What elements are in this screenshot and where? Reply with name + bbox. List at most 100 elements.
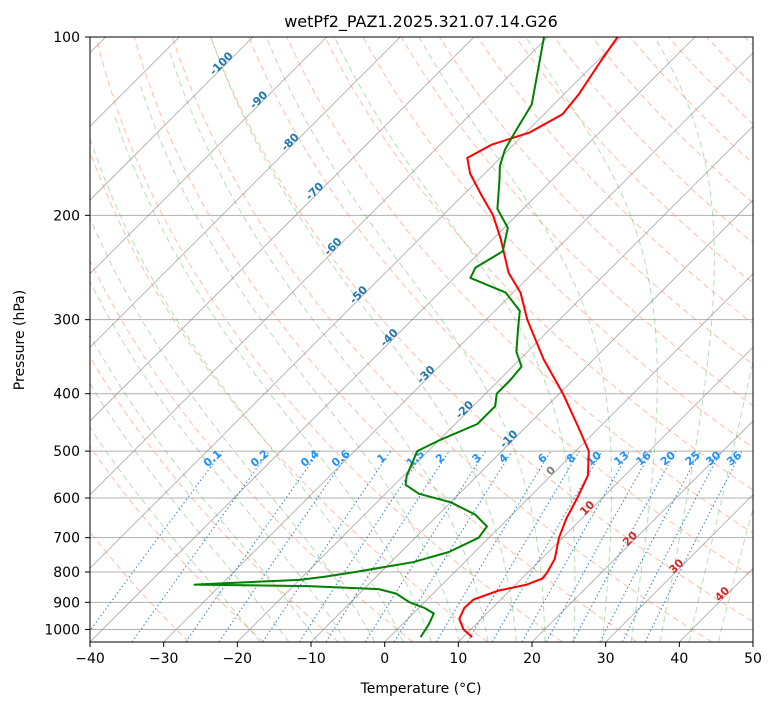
x-tick-label: 30 xyxy=(597,651,615,667)
moist-adiabat-line xyxy=(717,507,753,642)
moist-adiabat-line xyxy=(90,280,347,642)
dry-adiabat-line xyxy=(90,259,414,642)
mixing-ratio-line xyxy=(644,450,743,642)
y-tick-label: 100 xyxy=(53,30,80,46)
moist-adiabat-line xyxy=(333,37,576,642)
dry-adiabat-line xyxy=(171,37,712,642)
y-tick-label: 500 xyxy=(53,444,80,460)
mixing-ratio-label: 1 xyxy=(374,451,388,466)
dry-adiabat-label: -40 xyxy=(378,326,401,349)
x-tick-label: −10 xyxy=(296,651,326,667)
background-lines xyxy=(90,37,753,642)
moist-adiabat-label: 30 xyxy=(666,556,686,576)
moist-adiabat-line xyxy=(113,114,432,642)
dry-adiabat-label: -60 xyxy=(321,235,344,258)
isotherm-line xyxy=(90,37,401,348)
isotherm-line xyxy=(752,641,753,642)
dry-adiabat-label: -10 xyxy=(497,427,520,450)
mixing-ratio-line xyxy=(599,450,701,642)
x-tick-label: 10 xyxy=(449,651,467,667)
mixing-ratio-line xyxy=(521,450,630,642)
moist-adiabat-line xyxy=(168,49,489,642)
y-tick-label: 1000 xyxy=(44,622,80,638)
dry-adiabat-line xyxy=(95,37,563,642)
isotherm-line xyxy=(90,37,475,422)
plot-frame xyxy=(89,36,754,643)
mixing-ratio-line xyxy=(90,450,223,632)
dry-adiabat-label: -80 xyxy=(279,130,302,153)
moist-adiabat-line xyxy=(525,37,658,642)
dry-adiabat-label: -50 xyxy=(347,283,370,306)
dry-adiabat-label: -20 xyxy=(453,398,476,421)
moist-adiabat-line xyxy=(139,83,461,642)
mixing-ratio-label: 8 xyxy=(564,451,578,466)
mixing-ratio-line xyxy=(393,450,513,642)
chart-title: wetPf2_PAZ1.2025.321.07.14.G26 xyxy=(284,12,558,32)
mixing-ratio-line xyxy=(218,450,351,642)
mixing-ratio-label: 0.4 xyxy=(298,447,322,470)
y-tick-label: 800 xyxy=(53,565,80,581)
dry-adiabat-line xyxy=(591,37,753,204)
dry-adiabat-line xyxy=(744,37,753,47)
dry-adiabat-line xyxy=(286,37,753,534)
dry-adiabat-label: -100 xyxy=(207,49,236,78)
y-tick-label: 400 xyxy=(53,387,80,403)
x-tick-label: 0 xyxy=(380,651,389,667)
dry-adiabat-line xyxy=(324,37,753,491)
x-tick-label: 20 xyxy=(523,651,541,667)
dry-adiabat-line xyxy=(668,37,753,125)
x-tick-label: 50 xyxy=(744,651,762,667)
mixing-ratio-label: 4 xyxy=(496,451,510,466)
isotherm-line xyxy=(90,37,548,496)
dry-adiabat-line xyxy=(90,150,488,642)
dry-adiabat-line xyxy=(133,37,638,642)
dry-adiabat-label: -30 xyxy=(414,363,437,386)
dry-adiabat-label: -90 xyxy=(247,88,270,111)
x-tick-label: −20 xyxy=(223,651,253,667)
moist-adiabat-line xyxy=(210,37,517,642)
x-tick-label: −40 xyxy=(75,651,105,667)
mixing-ratio-line xyxy=(298,450,425,642)
dry-adiabat-line xyxy=(706,37,753,86)
temperature-profile-line xyxy=(458,37,619,638)
moist-adiabat-line xyxy=(654,37,715,642)
mixing-ratio-label: 0.6 xyxy=(329,447,353,470)
dry-adiabat-line xyxy=(90,356,339,642)
mixing-ratio-line xyxy=(572,450,677,642)
y-tick-label: 200 xyxy=(53,208,80,224)
moist-adiabat-line xyxy=(688,358,753,642)
dry-adiabat-line xyxy=(477,37,753,325)
dry-adiabat-line xyxy=(248,37,753,578)
moist-adiabat-line xyxy=(90,426,261,642)
y-tick-label: 300 xyxy=(53,313,80,329)
moist-adiabat-label: 40 xyxy=(712,584,732,604)
isotherm-line xyxy=(163,52,753,642)
moist-adiabat-line xyxy=(90,136,404,642)
dry-adiabat-line xyxy=(210,37,753,623)
mixing-ratio-line xyxy=(325,450,450,642)
mixing-ratio-label: 3 xyxy=(470,451,484,466)
moist-adiabat-line xyxy=(265,37,546,642)
mixing-ratio-line xyxy=(435,450,552,642)
moist-adiabat-line xyxy=(90,334,319,642)
isotherm-line xyxy=(679,567,753,642)
isotherm-line xyxy=(90,37,327,275)
y-tick-label: 700 xyxy=(53,531,80,547)
dry-adiabat-line xyxy=(90,445,264,642)
y-axis-ticks: 100 200 300 400 500 600 700 800 900 1000 xyxy=(44,30,90,638)
mixing-ratio-line xyxy=(545,450,653,642)
isotherm-line xyxy=(90,37,254,201)
dry-adiabat-line xyxy=(515,37,753,284)
mixing-ratio-line xyxy=(131,450,270,642)
moist-adiabat-label: 10 xyxy=(577,498,597,518)
y-tick-label: 600 xyxy=(53,491,80,507)
mixing-ratio-label: 2 xyxy=(433,451,447,466)
moist-adiabat-line xyxy=(418,37,613,642)
dewpoint-profile-line xyxy=(193,37,545,638)
x-tick-label: −30 xyxy=(149,651,179,667)
isotherm-line xyxy=(90,37,622,569)
mixing-ratio-line xyxy=(185,450,320,642)
isotherm-line xyxy=(237,125,753,642)
isotherm-line xyxy=(458,346,753,642)
